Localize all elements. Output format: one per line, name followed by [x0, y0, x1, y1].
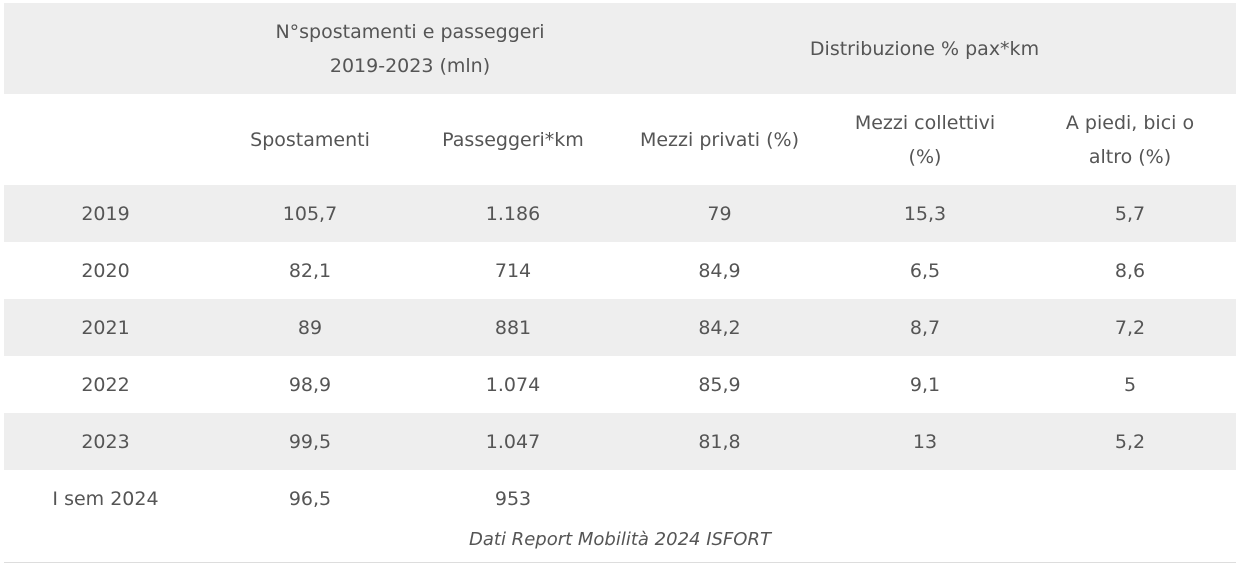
cell-year: I sem 2024	[52, 487, 159, 510]
cell-a-piedi	[1024, 470, 1236, 527]
cell-a-piedi: 7,2	[1024, 299, 1236, 356]
group-header-counts-line2: 2019-2023 (mln)	[329, 54, 491, 77]
table-row-2022: 2022 98,9 1.074 85,9 9,1 5	[4, 356, 1236, 413]
column-header-passeggeri-km: Passeggeri*km	[413, 94, 613, 185]
cell-spostamenti: 82,1	[288, 259, 332, 282]
table-row-i-sem-2024: I sem 2024 96,5 953	[4, 470, 1236, 527]
column-header-a-piedi-line2: altro (%)	[1088, 145, 1172, 168]
mobility-data-table: N°spostamenti e passeggeri 2019-2023 (ml…	[4, 3, 1236, 565]
cell-a-piedi: 5,2	[1024, 413, 1236, 470]
cell-passeggeri-km: 881	[413, 299, 613, 356]
column-header-row: Spostamenti Passeggeri*km Mezzi privati …	[4, 94, 1236, 185]
column-header-a-piedi-line1: A piedi, bici o	[1065, 111, 1195, 134]
cell-year: 2021	[4, 299, 207, 356]
cell-a-piedi: 8,6	[1114, 259, 1146, 282]
cell-mezzi-privati: 85,9	[698, 373, 741, 396]
group-header-counts-line1: N°spostamenti e passeggeri	[275, 20, 545, 43]
cell-spostamenti: 96,5	[288, 487, 332, 510]
cell-passeggeri-km: 953	[494, 487, 532, 510]
cell-spostamenti: 105,7	[207, 185, 413, 242]
cell-passeggeri-km: 1.047	[413, 413, 613, 470]
group-header-counts: N°spostamenti e passeggeri 2019-2023 (ml…	[207, 3, 613, 94]
column-header-year	[4, 94, 207, 185]
group-header-distribution: Distribuzione % pax*km	[613, 3, 1236, 94]
cell-a-piedi: 5	[1123, 373, 1137, 396]
cell-mezzi-collettivi: 6,5	[909, 259, 941, 282]
cell-mezzi-collettivi: 13	[826, 413, 1024, 470]
cell-a-piedi: 5,7	[1024, 185, 1236, 242]
cell-passeggeri-km: 714	[494, 259, 532, 282]
cell-mezzi-privati: 84,9	[698, 259, 741, 282]
table-row-2019: 2019 105,7 1.186 79 15,3 5,7	[4, 185, 1236, 242]
column-header-a-piedi: A piedi, bici o altro (%)	[1024, 94, 1236, 185]
cell-mezzi-collettivi: 15,3	[826, 185, 1024, 242]
table-caption: Dati Report Mobilità 2024 ISFORT	[469, 529, 771, 550]
column-header-mezzi-privati: Mezzi privati (%)	[613, 94, 826, 185]
cell-year: 2022	[81, 373, 130, 396]
cell-mezzi-collettivi: 9,1	[909, 373, 941, 396]
cell-year: 2023	[4, 413, 207, 470]
cell-mezzi-privati	[613, 470, 826, 527]
cell-mezzi-privati: 84,2	[613, 299, 826, 356]
column-header-spostamenti: Spostamenti	[207, 94, 413, 185]
group-header-row: N°spostamenti e passeggeri 2019-2023 (ml…	[4, 3, 1236, 94]
cell-passeggeri-km: 1.186	[413, 185, 613, 242]
column-header-mezzi-collettivi: Mezzi collettivi (%)	[826, 94, 1024, 185]
bottom-divider	[4, 562, 1236, 563]
cell-mezzi-collettivi: 8,7	[826, 299, 1024, 356]
cell-mezzi-privati: 79	[613, 185, 826, 242]
cell-mezzi-privati: 81,8	[613, 413, 826, 470]
column-header-mezzi-collettivi-line1: Mezzi collettivi	[854, 111, 996, 134]
table-row-2020: 2020 82,1 714 84,9 6,5 8,6	[4, 242, 1236, 299]
mobility-table-container: N°spostamenti e passeggeri 2019-2023 (ml…	[4, 3, 1236, 565]
column-header-mezzi-collettivi-line2: (%)	[908, 145, 942, 168]
cell-year: 2020	[81, 259, 130, 282]
caption-row: Dati Report Mobilità 2024 ISFORT	[4, 527, 1236, 565]
cell-year: 2019	[4, 185, 207, 242]
table-row-2021: 2021 89 881 84,2 8,7 7,2	[4, 299, 1236, 356]
cell-spostamenti: 89	[207, 299, 413, 356]
cell-spostamenti: 98,9	[288, 373, 332, 396]
cell-passeggeri-km: 1.074	[485, 373, 541, 396]
group-header-empty	[4, 3, 207, 94]
cell-spostamenti: 99,5	[207, 413, 413, 470]
cell-mezzi-collettivi	[826, 470, 1024, 527]
table-row-2023: 2023 99,5 1.047 81,8 13 5,2	[4, 413, 1236, 470]
